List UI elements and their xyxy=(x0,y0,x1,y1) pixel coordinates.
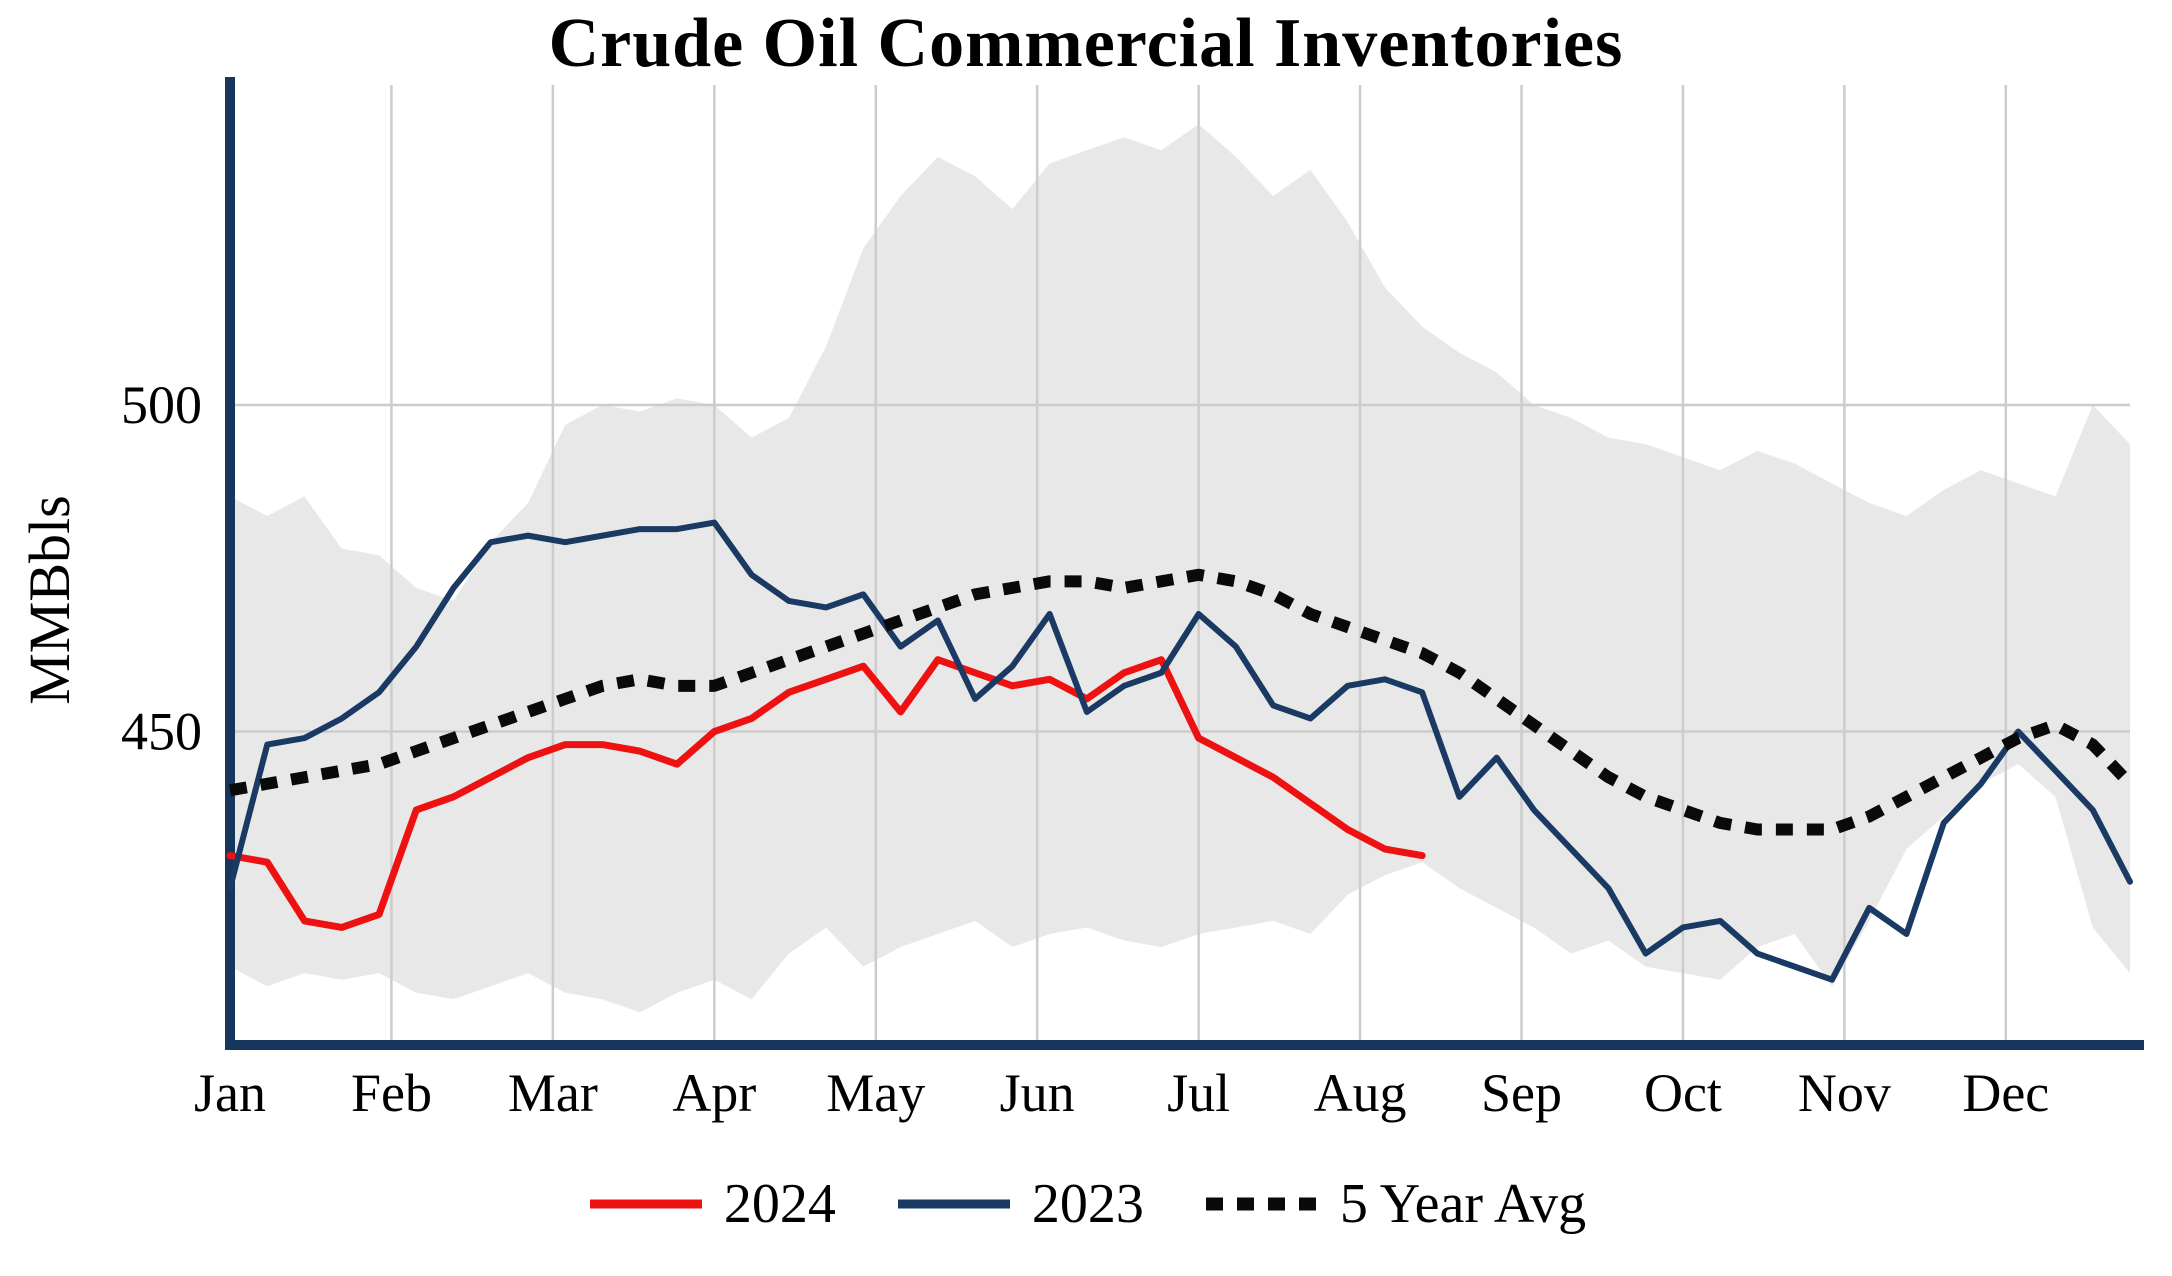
svg-text:May: May xyxy=(826,1063,925,1123)
svg-text:450: 450 xyxy=(121,702,202,762)
legend-swatch-2023 xyxy=(897,1199,1010,1209)
series-2023 xyxy=(227,519,2133,983)
svg-text:Apr: Apr xyxy=(672,1063,756,1123)
x-tick-labels: Jan Feb Mar Apr May Jun Jul Aug Sep Oct Nov Dec xyxy=(194,1063,2049,1123)
legend-label-2024: 2024 xyxy=(723,1173,836,1235)
five-year-range-band xyxy=(230,124,2130,1013)
svg-text:Sep: Sep xyxy=(1481,1063,1562,1123)
svg-text:Feb: Feb xyxy=(351,1063,432,1123)
legend-label-2023: 2023 xyxy=(1031,1173,1144,1235)
gridlines xyxy=(230,85,2130,1045)
svg-text:Mar: Mar xyxy=(508,1063,598,1123)
legend-item-5-year-avg: 5 Year Avg xyxy=(1202,1172,1586,1236)
legend-swatch-5-year-avg xyxy=(1205,1197,1318,1211)
y-tick-labels: 450 500 xyxy=(121,375,202,762)
svg-text:Jan: Jan xyxy=(194,1063,266,1123)
legend-item-2023: 2023 xyxy=(894,1172,1144,1236)
svg-text:Jun: Jun xyxy=(1000,1063,1075,1123)
legend-swatch-2024 xyxy=(589,1199,702,1209)
svg-text:Nov: Nov xyxy=(1798,1063,1891,1123)
series-5-year-avg xyxy=(228,568,2135,836)
svg-text:Dec: Dec xyxy=(1962,1063,2049,1123)
series-2024 xyxy=(226,656,1426,931)
legend: 2024 2023 5 Year Avg xyxy=(0,1172,2172,1236)
svg-text:Oct: Oct xyxy=(1644,1063,1722,1123)
svg-text:500: 500 xyxy=(121,375,202,435)
svg-text:Jul: Jul xyxy=(1167,1063,1230,1123)
svg-text:Aug: Aug xyxy=(1314,1063,1407,1123)
chart-title: Crude Oil Commercial Inventories xyxy=(548,5,1624,82)
legend-item-2024: 2024 xyxy=(586,1172,836,1236)
legend-label-5-year-avg: 5 Year Avg xyxy=(1339,1173,1587,1235)
